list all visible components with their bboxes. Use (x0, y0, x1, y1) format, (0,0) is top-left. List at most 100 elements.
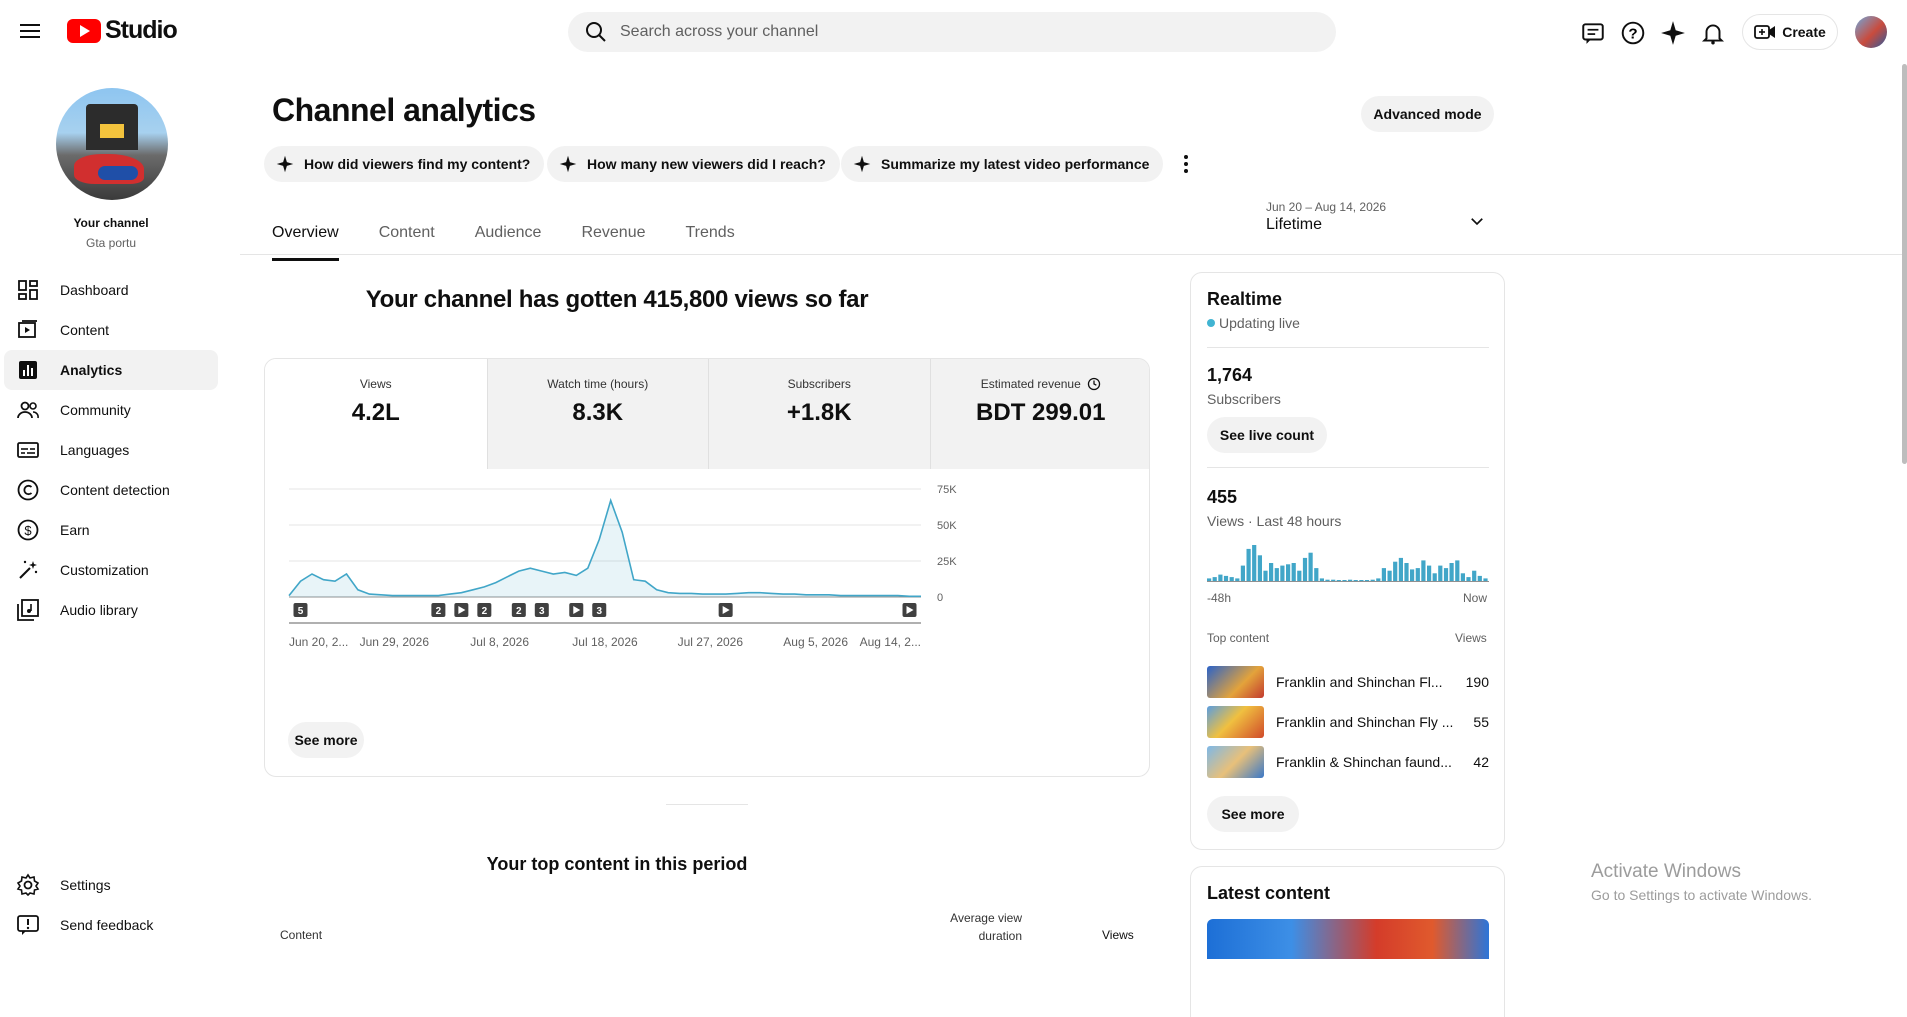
realtime-bar (1308, 552, 1313, 581)
realtime-bar (1235, 578, 1240, 581)
metric-value: 4.2L (351, 399, 400, 426)
earn-icon: $ (16, 518, 40, 542)
realtime-bar (1218, 574, 1223, 581)
realtime-bar-chart[interactable] (1207, 543, 1489, 583)
sidebar-item-content-detection[interactable]: Content detection (4, 470, 218, 510)
live-dot-icon (1207, 319, 1215, 327)
search-bar[interactable] (568, 12, 1336, 52)
axis-start-label: -48h (1207, 591, 1232, 605)
sidebar-item-label: Analytics (60, 362, 123, 378)
metric-revenue[interactable]: Estimated revenue BDT 299.01 (929, 359, 1149, 469)
tab-overview[interactable]: Overview (272, 220, 339, 261)
video-title: Franklin and Shinchan Fl... (1276, 674, 1443, 690)
sidebar-item-label: Content (60, 322, 110, 338)
x-tick-label: Aug 14, 2... (860, 635, 921, 649)
top-content-item[interactable]: Franklin and Shinchan Fl... 190 (1207, 665, 1489, 699)
logo-text: Studio (105, 16, 178, 44)
realtime-bar (1297, 570, 1302, 581)
x-tick-label: Jun 29, 2026 (360, 635, 430, 649)
realtime-bar (1432, 573, 1437, 581)
customization-icon (16, 558, 40, 582)
sidebar-item-send-feedback[interactable]: Send feedback (4, 905, 218, 945)
tab-trends[interactable]: Trends (685, 224, 735, 241)
search-input[interactable] (620, 23, 1300, 41)
chip-summarize[interactable]: Summarize my latest video performance (841, 146, 1164, 182)
metric-label: Subscribers (787, 377, 851, 391)
account-avatar[interactable] (1855, 16, 1887, 48)
realtime-bar (1387, 570, 1392, 581)
video-add-icon (1754, 25, 1776, 39)
windows-activation-watermark: Activate Windows Go to Settings to activ… (1591, 861, 1812, 903)
date-range-picker[interactable]: Jun 20 – Aug 14, 2026 Lifetime (1266, 200, 1496, 248)
realtime-bar (1348, 579, 1353, 581)
sidebar-item-label: Earn (60, 522, 90, 538)
y-tick-label: 0 (937, 592, 943, 604)
sparkle-icon (853, 155, 871, 173)
analytics-tabs: Overview Content Audience Revenue Trends (272, 220, 735, 261)
overview-card: Views 4.2L Watch time (hours) 8.3K Subsc… (264, 358, 1150, 777)
tab-audience[interactable]: Audience (474, 224, 542, 241)
menu-icon[interactable] (18, 20, 42, 44)
tab-revenue[interactable]: Revenue (581, 224, 646, 241)
youtube-logo-icon (67, 18, 101, 43)
sidebar-item-dashboard[interactable]: Dashboard (4, 270, 218, 310)
sidebar-item-audio-library[interactable]: Audio library (4, 590, 218, 630)
metric-subscribers[interactable]: Subscribers +1.8K (708, 359, 930, 469)
chip-new-viewers[interactable]: How many new viewers did I reach? (547, 146, 840, 182)
views-column-label: Views (1455, 631, 1487, 645)
dashboard-icon (16, 278, 40, 302)
realtime-bar (1269, 563, 1274, 581)
realtime-status: Updating live (1207, 315, 1300, 331)
page-scrollbar[interactable] (1902, 64, 1907, 464)
clock-icon (1087, 377, 1100, 391)
column-avg-view-duration[interactable]: Average view duration (930, 909, 1022, 945)
sidebar-item-community[interactable]: Community (4, 390, 218, 430)
sidebar-item-settings[interactable]: Settings (4, 865, 218, 905)
tab-content[interactable]: Content (378, 224, 435, 241)
realtime-bar (1381, 568, 1386, 581)
comments-icon[interactable] (1580, 20, 1606, 46)
sidebar-item-analytics[interactable]: Analytics (4, 350, 218, 390)
latest-video-thumbnail[interactable] (1207, 919, 1489, 959)
sidebar-item-customization[interactable]: Customization (4, 550, 218, 590)
video-thumbnail (1207, 706, 1264, 738)
channel-avatar[interactable] (56, 88, 168, 200)
top-content-item[interactable]: Franklin & Shinchan faund... 42 (1207, 745, 1489, 779)
see-live-count-button[interactable]: See live count (1207, 417, 1327, 453)
svg-text:?: ? (1628, 25, 1637, 42)
views-count: 455 (1207, 487, 1238, 507)
video-views: 55 (1473, 714, 1489, 730)
metric-views[interactable]: Views 4.2L (265, 359, 487, 469)
views-line-chart[interactable]: 75K 50K 25K 0 5 2 2 2 3 3 Jun 20, 2... Jun 29, 2026… (265, 469, 1150, 689)
notifications-icon[interactable] (1700, 20, 1726, 46)
realtime-bar (1353, 580, 1358, 581)
axis-end-label: Now (1463, 591, 1488, 605)
play-marker-icon (722, 606, 730, 614)
sidebar-item-earn[interactable]: $ Earn (4, 510, 218, 550)
top-content-item[interactable]: Franklin and Shinchan Fly ... 55 (1207, 705, 1489, 739)
subscribers-count: 1,764 (1207, 365, 1253, 385)
advanced-mode-button[interactable]: Advanced mode (1361, 96, 1494, 132)
community-icon (16, 398, 40, 422)
realtime-see-more-button[interactable]: See more (1207, 796, 1299, 832)
event-marker-count: 5 (298, 606, 304, 617)
metric-value: 8.3K (572, 399, 624, 426)
sparkle-icon[interactable] (1660, 20, 1686, 46)
metrics-row: Views 4.2L Watch time (hours) 8.3K Subsc… (265, 359, 1149, 469)
create-button[interactable]: Create (1742, 14, 1838, 50)
x-tick-label: Jul 8, 2026 (470, 635, 529, 649)
feedback-icon (16, 913, 40, 937)
see-more-button[interactable]: See more (288, 722, 364, 758)
top-bar: Studio ? Create (0, 0, 1907, 64)
video-views: 190 (1465, 674, 1489, 690)
metric-watch-time[interactable]: Watch time (hours) 8.3K (486, 359, 708, 469)
studio-logo[interactable]: Studio (67, 16, 178, 45)
more-options-icon[interactable] (1174, 152, 1198, 176)
column-views[interactable]: Views (1102, 928, 1134, 942)
chip-viewers-find[interactable]: How did viewers find my content? (264, 146, 545, 182)
realtime-bar (1477, 575, 1482, 581)
sidebar-item-languages[interactable]: Languages (4, 430, 218, 470)
sidebar-item-content[interactable]: Content (4, 310, 218, 350)
help-icon[interactable]: ? (1620, 20, 1646, 46)
views-line (288, 497, 921, 598)
